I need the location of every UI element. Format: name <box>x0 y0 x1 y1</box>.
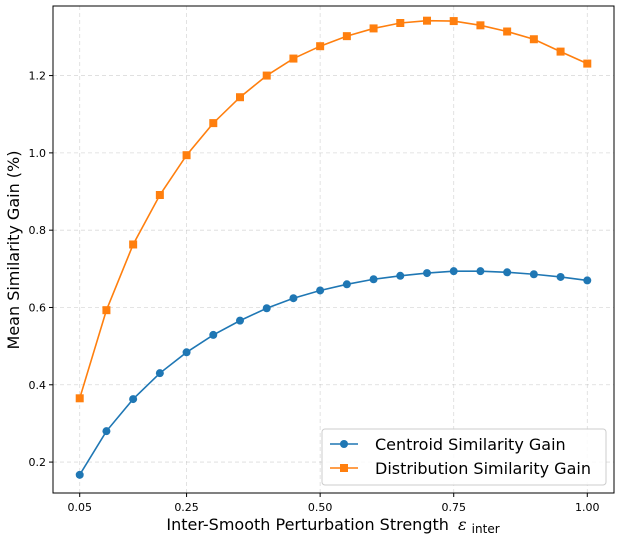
series-layer <box>75 16 592 479</box>
data-point-distribution <box>316 42 325 51</box>
data-point-distribution <box>209 119 218 128</box>
data-point-centroid <box>449 267 458 276</box>
data-point-distribution <box>529 35 538 44</box>
data-point-distribution <box>503 27 512 36</box>
legend-box <box>321 428 607 486</box>
data-point-distribution <box>449 17 458 26</box>
legend-label-distribution: Distribution Similarity Gain <box>375 459 591 478</box>
data-point-centroid <box>476 267 485 276</box>
y-axis-label: Mean Similarity Gain (%) <box>4 151 23 350</box>
y-tick-label: 0.6 <box>29 301 47 314</box>
x-tick-label: 0.25 <box>174 501 199 514</box>
data-point-distribution <box>129 240 138 249</box>
data-point-centroid <box>503 268 512 277</box>
data-point-distribution <box>342 32 351 41</box>
x-axis-label: Inter-Smooth Perturbation Strength ε int… <box>166 515 499 536</box>
data-point-centroid <box>155 369 164 378</box>
legend-label-centroid: Centroid Similarity Gain <box>375 435 566 454</box>
data-point-centroid <box>209 330 218 339</box>
grid <box>53 6 614 493</box>
data-point-distribution <box>396 19 405 28</box>
data-point-distribution <box>556 47 565 56</box>
data-point-distribution <box>75 394 84 403</box>
x-tick-label: 0.05 <box>67 501 92 514</box>
data-point-distribution <box>236 93 244 102</box>
data-point-centroid <box>316 286 325 295</box>
x-tick-label: 1.00 <box>575 501 600 514</box>
data-point-distribution <box>102 306 111 315</box>
data-point-centroid <box>423 269 431 278</box>
data-point-centroid <box>182 348 191 357</box>
y-tick-label: 1.2 <box>29 70 47 83</box>
series-line-0 <box>79 270 588 476</box>
plot-frame <box>52 5 615 494</box>
data-point-centroid <box>342 280 351 289</box>
x-tick-label: 0.75 <box>441 501 466 514</box>
data-point-centroid <box>556 272 565 281</box>
data-point-centroid <box>289 294 298 303</box>
y-tick-label: 1.0 <box>29 147 47 160</box>
legend-marker-distribution <box>340 464 348 472</box>
x-axis-label-text: Inter-Smooth Perturbation Strength <box>166 515 449 534</box>
data-point-distribution <box>583 59 592 68</box>
data-point-centroid <box>583 276 592 285</box>
legend: Centroid Similarity Gain Distribution Si… <box>321 428 607 486</box>
data-point-distribution <box>289 54 298 63</box>
data-point-centroid <box>75 470 84 479</box>
data-point-distribution <box>182 151 191 160</box>
data-point-centroid <box>102 427 111 436</box>
data-point-centroid <box>129 395 138 404</box>
y-tick-label: 0.2 <box>29 456 47 469</box>
y-tick-label: 0.4 <box>29 379 47 392</box>
x-tick-label: 0.50 <box>308 501 333 514</box>
data-point-centroid <box>262 304 271 313</box>
ticks: 0.05 0.25 0.50 0.75 1.00 0.2 0.4 0.6 0.8 1.0 1.2 <box>29 70 600 514</box>
data-point-centroid <box>529 270 538 279</box>
data-point-centroid <box>236 316 244 325</box>
series-line-1 <box>78 19 588 399</box>
data-point-distribution <box>155 191 164 200</box>
data-point-distribution <box>369 24 378 33</box>
data-point-centroid <box>369 275 378 284</box>
data-point-distribution <box>262 71 271 80</box>
x-axis-label-symbol: ε <box>458 515 467 534</box>
y-tick-label: 0.8 <box>29 224 47 237</box>
data-point-centroid <box>396 271 405 280</box>
data-point-distribution <box>423 16 431 25</box>
x-axis-label-subscript: inter <box>472 522 500 536</box>
legend-marker-centroid <box>340 440 348 448</box>
data-point-distribution <box>476 21 485 30</box>
